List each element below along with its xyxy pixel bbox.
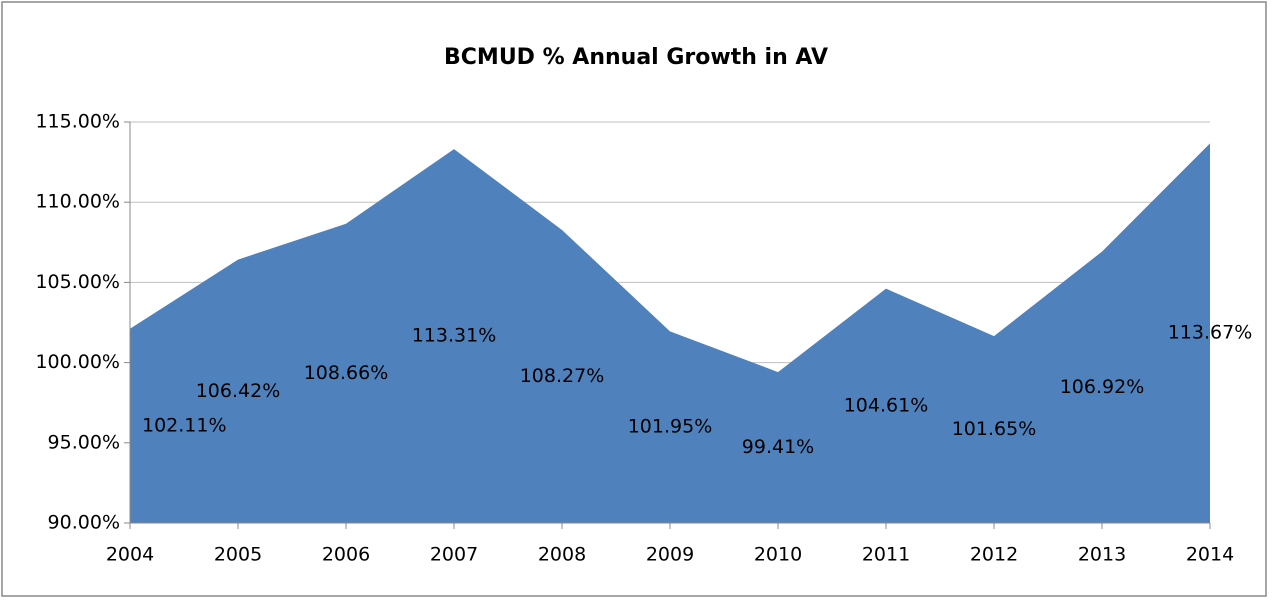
data-label: 101.65%	[952, 418, 1037, 440]
x-tick-label: 2005	[214, 544, 262, 566]
x-tick-label: 2011	[862, 544, 910, 566]
data-label: 108.66%	[304, 362, 389, 384]
data-label: 102.11%	[142, 414, 227, 436]
data-label: 113.67%	[1168, 322, 1253, 344]
data-label: 104.61%	[844, 394, 929, 416]
y-tick-label: 110.00%	[35, 191, 120, 213]
data-label: 106.92%	[1060, 376, 1145, 398]
y-tick-label: 90.00%	[48, 512, 120, 534]
x-tick-label: 2010	[754, 544, 802, 566]
y-tick-label: 105.00%	[35, 271, 120, 293]
x-tick-label: 2004	[106, 544, 154, 566]
data-label: 106.42%	[196, 380, 281, 402]
x-tick-label: 2012	[970, 544, 1018, 566]
x-tick-label: 2006	[322, 544, 370, 566]
x-tick-label: 2014	[1186, 544, 1234, 566]
chart-title: BCMUD % Annual Growth in AV	[444, 45, 828, 70]
y-tick-label: 100.00%	[35, 351, 120, 373]
x-tick-label: 2013	[1078, 544, 1126, 566]
data-label: 101.95%	[628, 416, 713, 438]
data-label: 113.31%	[412, 325, 497, 347]
area	[130, 143, 1210, 524]
x-tick-label: 2009	[646, 544, 694, 566]
x-tick-label: 2008	[538, 544, 586, 566]
y-tick-label: 95.00%	[48, 431, 120, 453]
data-label: 99.41%	[742, 436, 814, 458]
y-tick-label: 115.00%	[35, 111, 120, 133]
data-label: 108.27%	[520, 365, 605, 387]
x-tick-label: 2007	[430, 544, 478, 566]
